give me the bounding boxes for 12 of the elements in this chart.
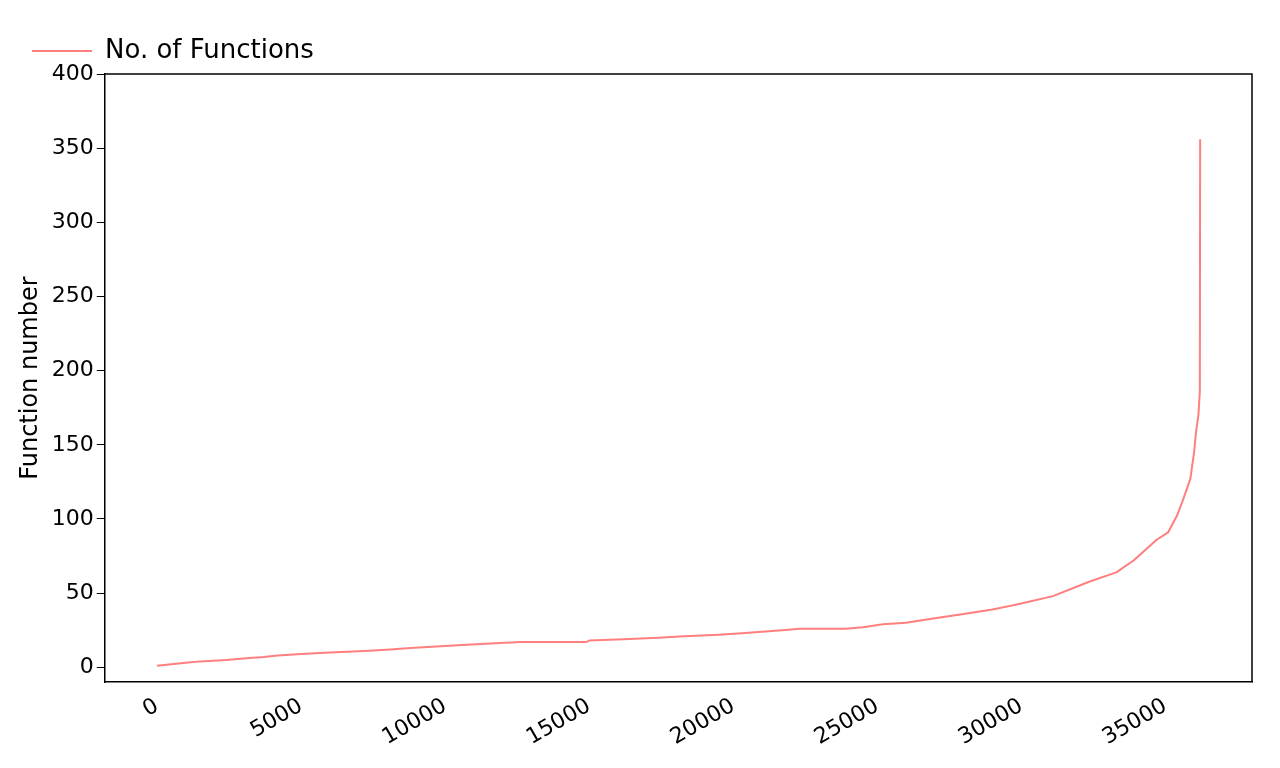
y-tick-label: 150 <box>51 430 94 456</box>
legend-label: No. of Functions <box>105 33 314 64</box>
y-tick-label: 100 <box>51 504 94 530</box>
y-tick-label: 400 <box>51 59 94 85</box>
y-axis-title: Function number <box>14 276 43 480</box>
y-tick-label: 50 <box>65 578 94 604</box>
x-tick-label: 0 <box>137 692 163 721</box>
y-tick-label: 250 <box>51 282 94 308</box>
y-tick-label: 300 <box>51 208 94 234</box>
y-tick-label: 350 <box>51 133 94 159</box>
y-tick-label: 0 <box>79 653 94 679</box>
y-tick-label: 200 <box>51 356 94 382</box>
